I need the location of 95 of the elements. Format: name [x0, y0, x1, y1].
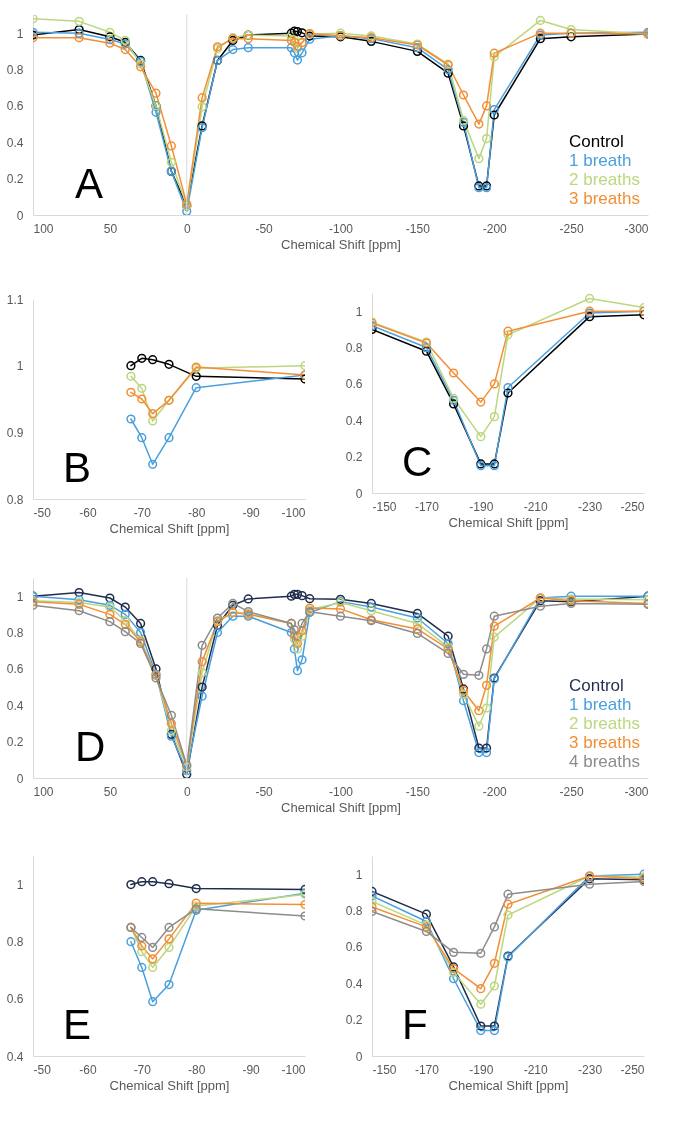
y-tick-label: 0.6 [6, 99, 24, 114]
y-tick-label: 0.9 [6, 425, 24, 440]
annotation: E [63, 1001, 92, 1048]
y-tick-label: 0.4 [345, 976, 363, 991]
x-tick-label: -50 [255, 221, 274, 236]
y-tick-label: 0 [16, 208, 24, 223]
x-tick-label: -230 [578, 1062, 603, 1077]
x-tick-label: -50 [33, 505, 52, 520]
text: 2 breaths [569, 169, 640, 189]
text: 2 breaths [569, 713, 640, 733]
x-tick-label: -80 [188, 1062, 206, 1077]
x-tick-label: 0 [183, 221, 191, 236]
x-tick-label: -230 [578, 499, 603, 514]
x-tick-label: -80 [188, 505, 206, 520]
y-tick-label: 0.2 [6, 172, 24, 187]
y-tick-label: 0.6 [345, 940, 363, 955]
annotation: D [75, 723, 106, 770]
x-tick-label: -210 [523, 1062, 549, 1077]
y-tick-label: 0.4 [6, 698, 24, 713]
x-axis-title: Chemical Shift [ppm] [281, 236, 401, 252]
y-tick-label: 0.8 [345, 341, 363, 356]
annotation: A [75, 160, 104, 207]
x-tick-label: -300 [624, 221, 649, 236]
x-axis-title: Chemical Shift [ppm] [109, 1077, 230, 1093]
y-tick-label: 1 [16, 26, 24, 41]
x-tick-label: -90 [242, 505, 261, 520]
y-tick-label: 0.4 [6, 135, 24, 150]
x-tick-label: 100 [33, 784, 54, 799]
x-tick-label: -190 [469, 499, 494, 514]
annotation: C [402, 438, 433, 485]
x-tick-label: -150 [372, 499, 397, 514]
text: Control [569, 131, 624, 151]
x-axis-title: Chemical Shift [ppm] [448, 514, 569, 530]
y-tick-label: 1 [16, 878, 24, 893]
text: 3 breaths [569, 732, 640, 752]
y-tick-label: 0.8 [345, 904, 363, 919]
text: 1 breath [569, 150, 632, 170]
y-tick-label: 1 [355, 304, 363, 319]
y-tick-label: 0.8 [6, 935, 24, 950]
text: 3 breaths [569, 188, 640, 208]
x-tick-label: -50 [33, 1062, 52, 1077]
x-tick-label: -170 [414, 499, 440, 514]
x-tick-label: -170 [414, 1062, 440, 1077]
x-tick-label: -60 [79, 505, 97, 520]
x-tick-label: 50 [103, 784, 118, 799]
y-tick-label: 0.8 [6, 626, 24, 641]
y-tick-label: 0 [16, 771, 24, 786]
x-tick-label: -250 [559, 221, 584, 236]
y-tick-label: 0.6 [345, 377, 363, 392]
y-tick-label: 0.4 [6, 1049, 24, 1064]
x-axis-title: Chemical Shift [ppm] [281, 799, 401, 815]
y-tick-label: 0.4 [345, 413, 363, 428]
x-tick-label: -250 [620, 1062, 645, 1077]
annotation: F [402, 1001, 428, 1048]
x-tick-label: -150 [405, 784, 431, 799]
x-axis-title: Chemical Shift [ppm] [109, 520, 230, 536]
x-tick-label: -200 [482, 784, 508, 799]
x-tick-label: 100 [33, 221, 54, 236]
y-tick-label: 0.6 [6, 662, 24, 677]
x-axis-title: Chemical Shift [ppm] [448, 1077, 569, 1093]
y-tick-label: 1 [16, 589, 24, 604]
annotation: B [63, 444, 92, 491]
y-tick-label: 0.2 [345, 450, 363, 465]
text: 4 breaths [569, 751, 640, 771]
x-tick-label: -300 [624, 784, 649, 799]
y-tick-label: 0 [355, 1049, 363, 1064]
x-tick-label: -150 [372, 1062, 397, 1077]
x-tick-label: -60 [79, 1062, 97, 1077]
y-tick-label: 0.6 [6, 992, 24, 1007]
y-tick-label: 0.2 [6, 735, 24, 750]
y-tick-label: 1 [355, 867, 363, 882]
text: 1 breath [569, 694, 632, 714]
x-tick-label: -210 [523, 499, 549, 514]
x-tick-label: -250 [559, 784, 584, 799]
x-tick-label: -100 [328, 784, 354, 799]
y-tick-label: 0.8 [6, 492, 24, 507]
x-tick-label: -190 [469, 1062, 494, 1077]
x-tick-label: -70 [133, 1062, 152, 1077]
y-tick-label: 1 [16, 359, 24, 374]
x-tick-label: -100 [328, 221, 354, 236]
y-tick-label: 0.2 [345, 1013, 363, 1028]
x-tick-label: -100 [281, 1062, 306, 1077]
y-tick-label: 0 [355, 486, 363, 501]
x-tick-label: -150 [405, 221, 431, 236]
x-tick-label: -90 [242, 1062, 261, 1077]
x-tick-label: -250 [620, 499, 645, 514]
x-tick-label: 0 [183, 784, 191, 799]
x-tick-label: -200 [482, 221, 508, 236]
y-tick-label: 0.8 [6, 63, 24, 78]
text: Control [569, 675, 624, 695]
y-tick-label: 1.1 [6, 292, 24, 307]
x-tick-label: 50 [103, 221, 118, 236]
x-tick-label: -50 [255, 784, 274, 799]
x-tick-label: -70 [133, 505, 152, 520]
x-tick-label: -100 [281, 505, 306, 520]
